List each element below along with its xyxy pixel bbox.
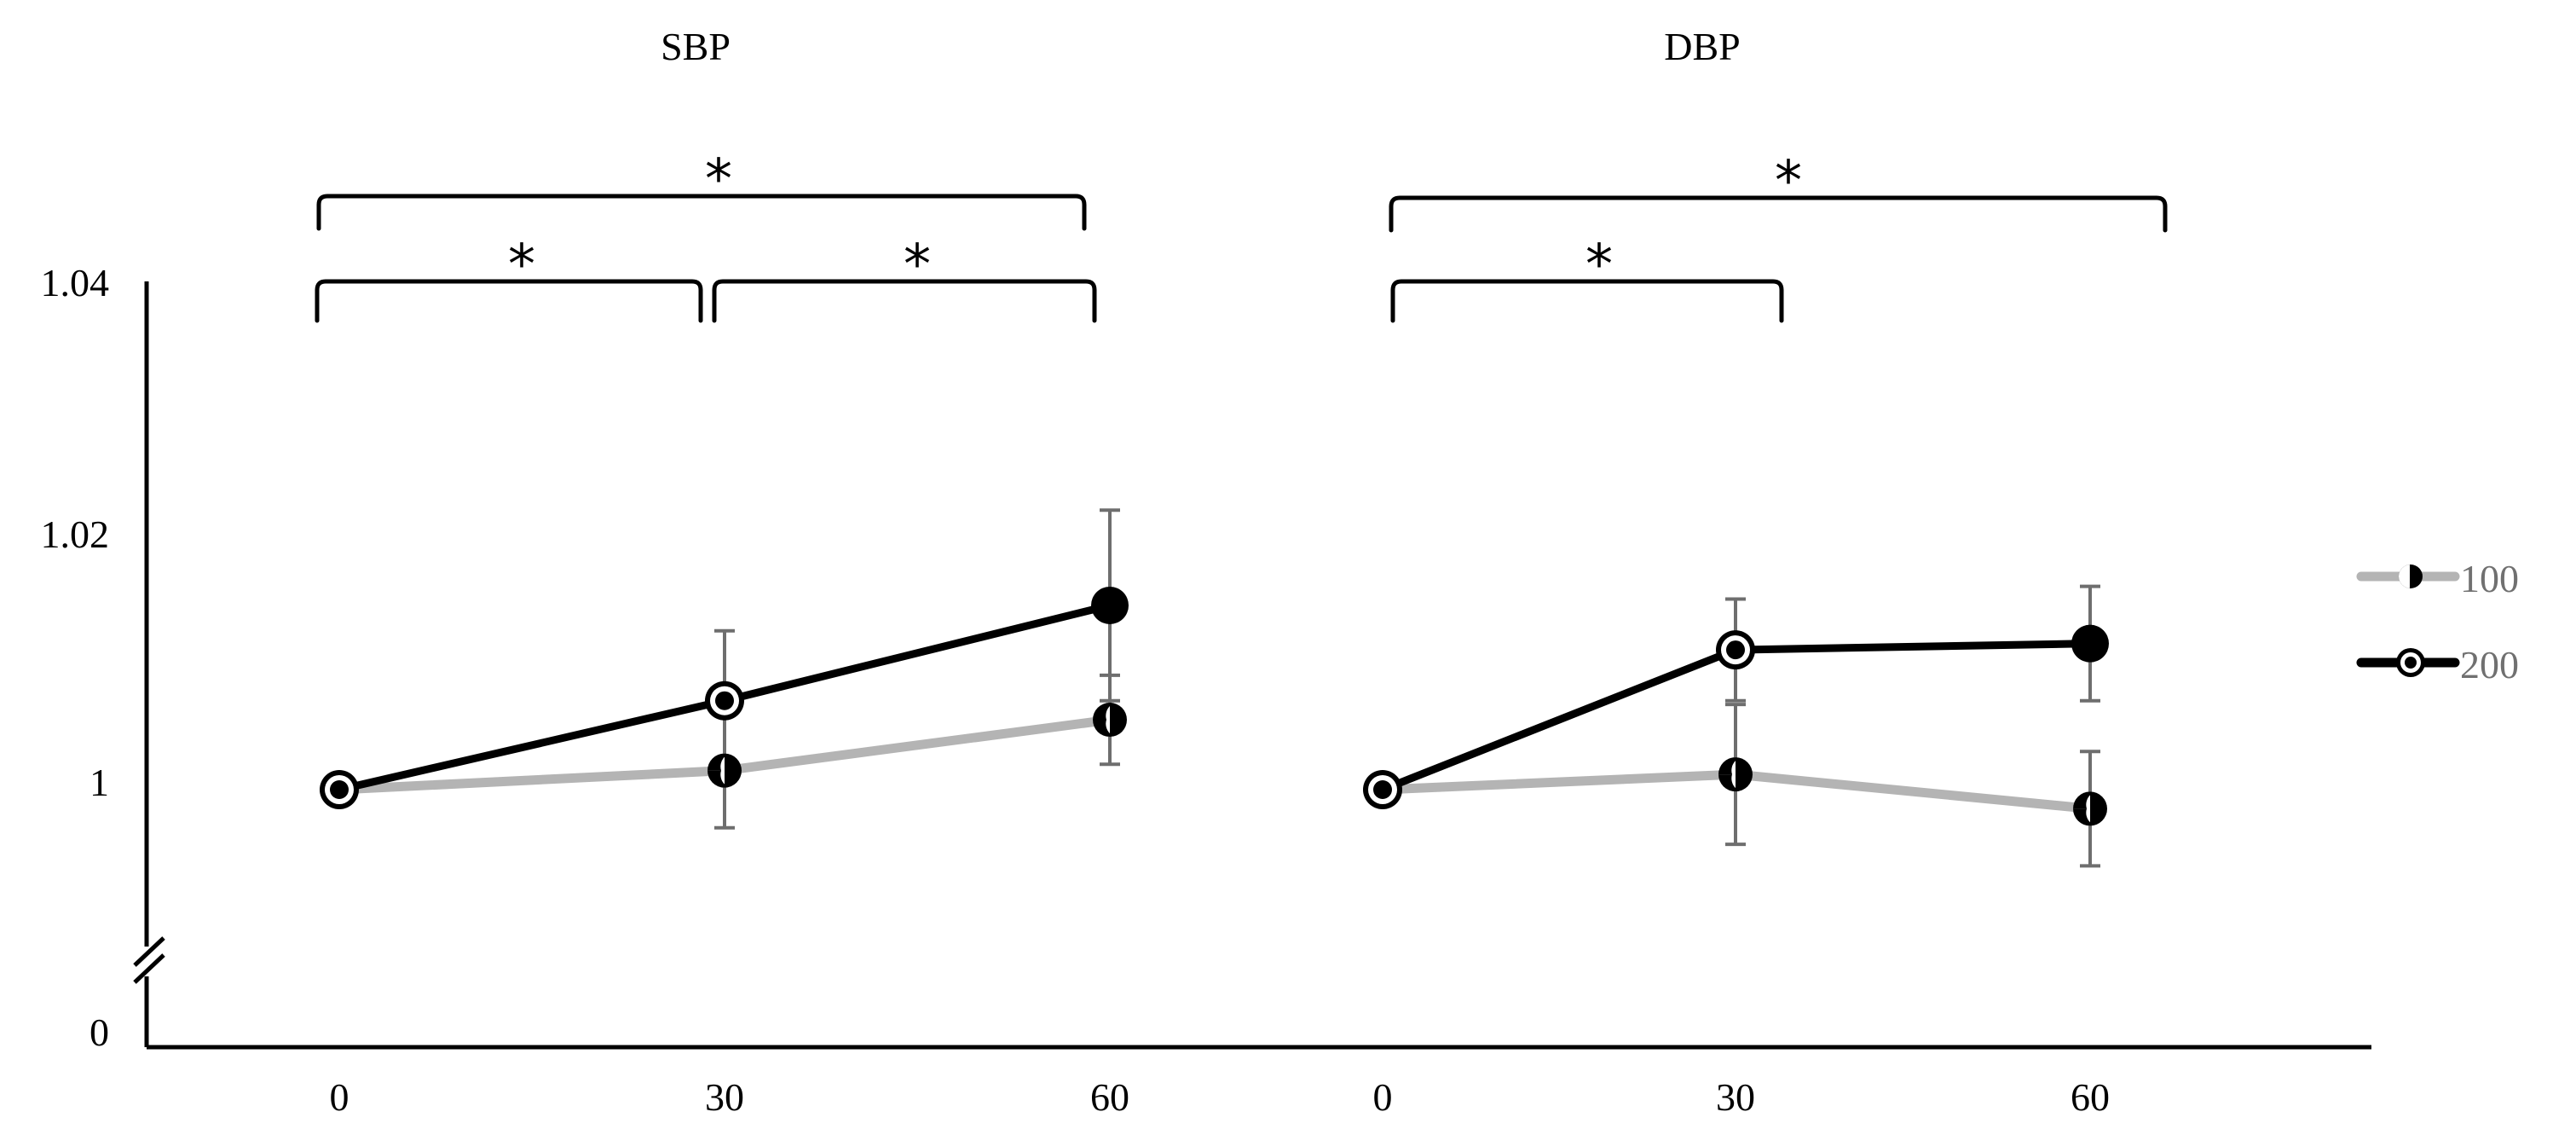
y-tick-label-0: 0 [90, 1010, 109, 1054]
x-tick-label-sbp-30: 30 [705, 1075, 744, 1119]
marker-sbp-200-60 [1091, 586, 1129, 624]
sig-bracket-sbp-0-60 [316, 194, 1087, 231]
marker-sbp-100-60 [1093, 703, 1127, 738]
marker-dbp-100-30 [1718, 757, 1753, 792]
axis-break-mark-2 [133, 953, 165, 984]
marker-dbp-200-30 [1716, 630, 1755, 670]
legend: 100 200 [2356, 557, 2519, 686]
sig-star-dbp-0-30: * [1585, 234, 1613, 297]
series-markers [320, 586, 2109, 826]
legend-label-100: 100 [2460, 557, 2519, 600]
x-tick-label-sbp-0: 0 [330, 1075, 349, 1119]
series-lines [334, 601, 2095, 814]
x-tick-label-sbp-60: 60 [1090, 1075, 1129, 1119]
legend-marker-100 [2399, 565, 2423, 588]
sig-star-sbp-30-60: * [904, 234, 931, 297]
marker-sbp-100-30 [708, 753, 742, 788]
x-tick-label-dbp-60: 60 [2071, 1075, 2110, 1119]
marker-dbp-200-60 [2071, 624, 2109, 663]
sig-bracket-sbp-30-60 [712, 279, 1097, 323]
marker-dbp-100-60 [2073, 791, 2107, 826]
panel-title-dbp: DBP [1664, 25, 1740, 68]
y-tick-label-1-02: 1.02 [41, 512, 110, 556]
y-tick-label-1: 1 [90, 761, 109, 804]
legend-marker-200 [2396, 648, 2425, 677]
error-bars [714, 508, 2100, 868]
sig-star-dbp-0-60: * [1775, 150, 1802, 213]
sig-bracket-sbp-0-30 [315, 279, 703, 323]
marker-sbp-200-0 [320, 770, 359, 809]
y-tick-label-1-04: 1.04 [41, 261, 110, 304]
sig-bracket-dbp-0-30 [1390, 279, 1784, 323]
panel-title-sbp: SBP [661, 25, 731, 68]
x-tick-label-dbp-30: 30 [1716, 1075, 1755, 1119]
sig-bracket-dbp-0-60 [1389, 195, 2168, 233]
marker-sbp-200-30 [705, 680, 744, 721]
sig-star-sbp-0-30: * [508, 234, 535, 297]
marker-dbp-200-0 [1363, 770, 1402, 809]
sig-star-sbp-0-60: * [705, 148, 732, 211]
x-tick-label-dbp-0: 0 [1373, 1075, 1393, 1119]
axis-break-mark-1 [133, 936, 165, 967]
legend-label-200: 200 [2460, 643, 2519, 686]
